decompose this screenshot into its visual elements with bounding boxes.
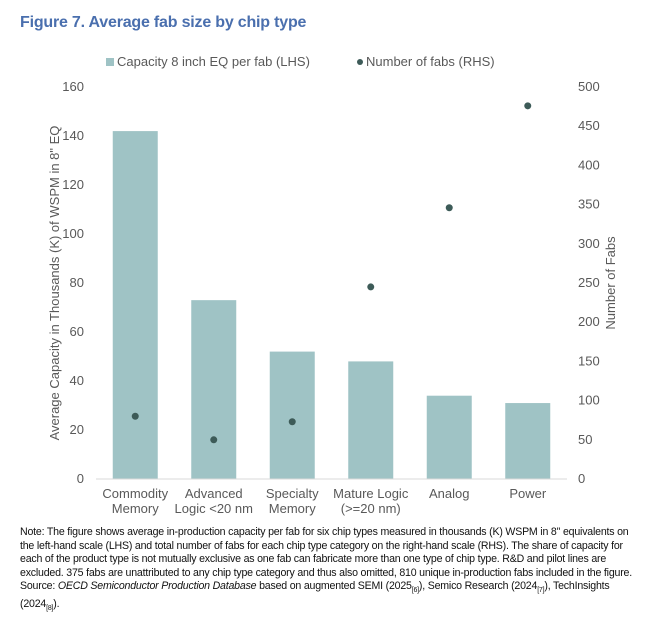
- bar-2: [269, 351, 315, 479]
- y-right-tick-label: 50: [578, 432, 592, 447]
- legend-dot-label: Number of fabs (RHS): [366, 54, 495, 69]
- y-right-axis-title: Number of Fabs: [603, 236, 618, 330]
- legend-bar-label: Capacity 8 inch EQ per fab (LHS): [117, 54, 310, 69]
- y-left-tick-label: 120: [62, 177, 84, 192]
- x-tick-label: Memory: [112, 501, 159, 516]
- point-3: [367, 283, 375, 291]
- x-tick-label: Commodity: [102, 486, 168, 501]
- y-left-tick-label: 20: [70, 422, 84, 437]
- x-tick-label: (>=20 nm): [341, 501, 401, 516]
- source-text: ), Semico Research (2024: [418, 580, 538, 593]
- point-5: [524, 102, 532, 110]
- point-0: [131, 412, 139, 420]
- y-right-tick-label: 450: [578, 118, 600, 133]
- bar-5: [505, 403, 551, 479]
- y-left-tick-label: 0: [77, 471, 84, 486]
- source-label: Source:: [20, 580, 58, 593]
- source-db: OECD Semiconductor Production Database: [57, 580, 257, 593]
- bar-4: [426, 395, 472, 479]
- y-right-tick-label: 100: [578, 393, 600, 408]
- y-right-tick-label: 300: [578, 236, 600, 251]
- x-tick-label: Memory: [269, 501, 316, 516]
- figure-title: Figure 7. Average fab size by chip type: [20, 14, 307, 31]
- ref: [6]: [411, 587, 419, 595]
- x-tick-label: Specialty: [266, 486, 319, 501]
- y-left-tick-label: 60: [70, 324, 84, 339]
- y-right-tick-label: 0: [578, 471, 585, 486]
- source-line: Source: OECD Semiconductor Production Da…: [20, 580, 645, 615]
- y-right-tick-label: 200: [578, 314, 600, 329]
- point-2: [288, 418, 296, 426]
- y-left-tick-label: 40: [70, 373, 84, 388]
- ref: [8]: [46, 605, 54, 613]
- legend-dot-swatch: [357, 59, 363, 65]
- y-right-tick-label: 400: [578, 157, 600, 172]
- bar-1: [191, 300, 237, 479]
- y-right-tick-label: 250: [578, 275, 600, 290]
- source-text: ).: [53, 598, 60, 611]
- ref: [7]: [537, 587, 545, 595]
- x-tick-label: Logic <20 nm: [175, 501, 253, 516]
- chart: 0 20 40 60 80 100 120 140 160 0 50 100 150 200 250 300 3…: [47, 54, 618, 516]
- x-tick-label: Analog: [429, 486, 469, 501]
- bar-0: [112, 131, 158, 479]
- x-tick-label: Advanced: [185, 486, 243, 501]
- source-text: ), TechInsights (2024: [20, 580, 610, 611]
- x-tick-label: Mature Logic: [333, 486, 409, 501]
- y-right-tick-label: 150: [578, 353, 600, 368]
- x-tick-label: Power: [509, 486, 547, 501]
- note-text: Note: The figure shows average in-produc…: [20, 526, 632, 579]
- y-right-tick-label: 500: [578, 79, 600, 94]
- y-left-tick-label: 140: [62, 128, 84, 143]
- source-text: based on augmented SEMI (2025: [256, 580, 412, 593]
- y-left-tick-label: 80: [70, 275, 84, 290]
- y-left-tick-label: 100: [62, 226, 84, 241]
- point-1: [210, 436, 218, 444]
- y-left-tick-label: 160: [62, 79, 84, 94]
- legend-bar-swatch: [106, 58, 114, 66]
- figure-note: Note: The figure shows average in-produc…: [20, 526, 645, 616]
- point-4: [445, 204, 453, 212]
- y-right-tick-label: 350: [578, 197, 600, 212]
- bar-3: [348, 361, 394, 479]
- y-left-axis-title: Average Capacity in Thousands (K) of WSP…: [47, 126, 62, 441]
